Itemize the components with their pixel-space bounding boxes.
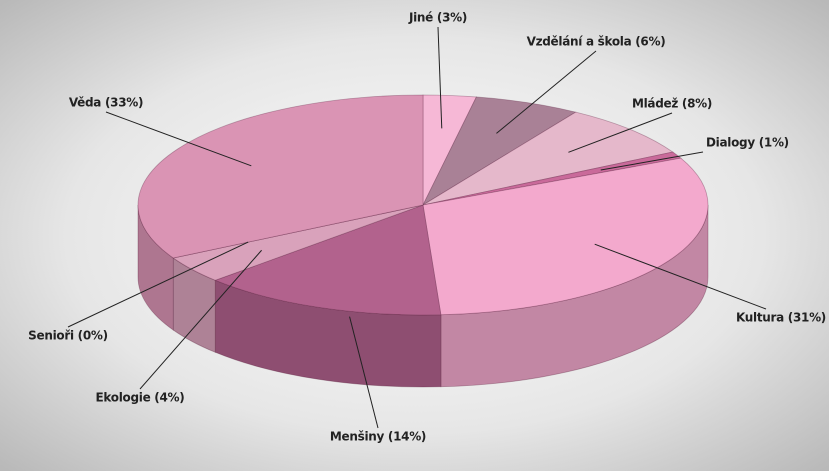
- slice-label: Senioři (0%): [28, 329, 108, 343]
- slice-label: Mládež (8%): [632, 97, 712, 111]
- slice-label: Věda (33%): [69, 96, 143, 110]
- slice-label: Jiné (3%): [408, 11, 467, 25]
- slice-label: Ekologie (4%): [96, 391, 185, 405]
- slice-label: Dialogy (1%): [706, 136, 789, 150]
- slice-label: Kultura (31%): [736, 311, 826, 325]
- chart: Jiné (3%) Vzdělání a škola (6%) Mládež (8%…: [0, 0, 829, 471]
- slice-label: Menšiny (14%): [330, 430, 426, 444]
- slice-label: Vzdělání a škola (6%): [527, 35, 666, 49]
